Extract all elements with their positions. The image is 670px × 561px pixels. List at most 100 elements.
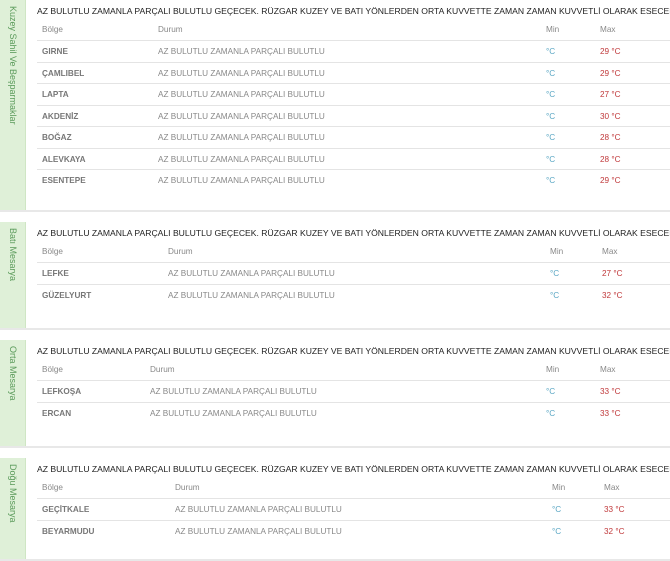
header-max: Max [600,25,616,34]
min-temp: °C [546,154,556,164]
min-temp: °C [546,90,556,99]
status: AZ BULUTLU ZAMANLA PARÇALI BULUTLU [168,290,335,300]
table-header: Bölge Durum Min Max [37,19,670,40]
region-name: ERCAN [42,408,72,418]
header-min: Min [546,25,560,34]
min-temp: °C [550,290,560,300]
region-name: LEFKE [42,269,69,278]
status: AZ BULUTLU ZAMANLA PARÇALI BULUTLU [168,269,335,278]
region-name: ESENTEPE [42,176,86,185]
max-temp: 32 °C [604,526,625,536]
status: AZ BULUTLU ZAMANLA PARÇALI BULUTLU [150,387,317,396]
table-row: GÜZELYURT AZ BULUTLU ZAMANLA PARÇALI BUL… [37,283,670,306]
region-section: Orta Mesarya AZ BULUTLU ZAMANLA PARÇALI … [0,340,670,448]
min-temp: °C [546,408,556,418]
section-description: AZ BULUTLU ZAMANLA PARÇALI BULUTLU GEÇEC… [37,6,670,16]
min-temp: °C [546,111,556,121]
header-min: Min [546,365,560,374]
min-temp: °C [546,133,556,142]
header-max: Max [600,365,616,374]
max-temp: 29 °C [600,47,621,56]
status: AZ BULUTLU ZAMANLA PARÇALI BULUTLU [158,111,325,121]
status: AZ BULUTLU ZAMANLA PARÇALI BULUTLU [158,90,325,99]
header-status: Durum [158,25,183,34]
status: AZ BULUTLU ZAMANLA PARÇALI BULUTLU [158,68,325,78]
header-region: Bölge [42,483,63,492]
max-temp: 33 °C [600,387,621,396]
header-status: Durum [175,483,200,492]
table-header: Bölge Durum Min Max [37,477,670,498]
max-temp: 27 °C [600,90,621,99]
min-temp: °C [546,176,556,185]
min-temp: °C [546,68,556,78]
min-temp: °C [550,269,560,278]
header-status: Durum [168,247,193,256]
section-sidebar: Kuzey Sahil Ve Beşparmaklar [0,0,26,210]
section-title: Kuzey Sahil Ve Beşparmaklar [7,6,18,125]
section-description: AZ BULUTLU ZAMANLA PARÇALI BULUTLU GEÇEC… [37,346,670,356]
table-row: ESENTEPE AZ BULUTLU ZAMANLA PARÇALI BULU… [37,169,670,191]
table-header: Bölge Durum Min Max [37,359,670,380]
table-row: LAPTA AZ BULUTLU ZAMANLA PARÇALI BULUTLU… [37,83,670,105]
region-name: AKDENİZ [42,111,79,121]
table-row: ERCAN AZ BULUTLU ZAMANLA PARÇALI BULUTLU… [37,401,670,424]
max-temp: 29 °C [600,176,621,185]
table-row: ALEVKAYA AZ BULUTLU ZAMANLA PARÇALI BULU… [37,147,670,170]
header-region: Bölge [42,365,63,374]
table-row: BOĞAZ AZ BULUTLU ZAMANLA PARÇALI BULUTLU… [37,126,670,148]
status: AZ BULUTLU ZAMANLA PARÇALI BULUTLU [158,47,325,56]
min-temp: °C [552,526,562,536]
table-row: LEFKOŞA AZ BULUTLU ZAMANLA PARÇALI BULUT… [37,380,670,402]
max-temp: 29 °C [600,68,621,78]
header-max: Max [604,483,620,492]
status: AZ BULUTLU ZAMANLA PARÇALI BULUTLU [175,505,342,514]
status: AZ BULUTLU ZAMANLA PARÇALI BULUTLU [158,154,325,164]
region-section: Kuzey Sahil Ve Beşparmaklar AZ BULUTLU Z… [0,0,670,212]
min-temp: °C [546,47,556,56]
header-min: Min [550,247,564,256]
header-max: Max [602,247,618,256]
max-temp: 30 °C [600,111,621,121]
region-name: GEÇİTKALE [42,505,90,514]
region-name: ÇAMLIBEL [42,68,85,78]
region-name: LEFKOŞA [42,387,82,396]
region-name: ALEVKAYA [42,154,86,164]
table-row: GIRNE AZ BULUTLU ZAMANLA PARÇALI BULUTLU… [37,40,670,62]
region-name: GÜZELYURT [42,290,92,300]
header-region: Bölge [42,25,63,34]
max-temp: 33 °C [604,505,625,514]
header-min: Min [552,483,566,492]
table-header: Bölge Durum Min Max [37,241,670,262]
section-sidebar: Doğu Mesarya [0,458,26,559]
status: AZ BULUTLU ZAMANLA PARÇALI BULUTLU [158,133,325,142]
table-row: ÇAMLIBEL AZ BULUTLU ZAMANLA PARÇALI BULU… [37,61,670,84]
region-section: Batı Mesarya AZ BULUTLU ZAMANLA PARÇALI … [0,222,670,330]
table-row: LEFKE AZ BULUTLU ZAMANLA PARÇALI BULUTLU… [37,262,670,284]
status: AZ BULUTLU ZAMANLA PARÇALI BULUTLU [158,176,325,185]
section-title: Orta Mesarya [7,346,18,401]
table-row: GEÇİTKALE AZ BULUTLU ZAMANLA PARÇALI BUL… [37,498,670,520]
region-name: BEYARMUDU [42,526,95,536]
region-name: BOĞAZ [42,133,72,142]
section-description: AZ BULUTLU ZAMANLA PARÇALI BULUTLU GEÇEC… [37,228,670,238]
section-title: Doğu Mesarya [7,464,18,523]
section-sidebar: Orta Mesarya [0,340,26,446]
max-temp: 28 °C [600,133,621,142]
header-status: Durum [150,365,175,374]
max-temp: 32 °C [602,290,623,300]
table-row: AKDENİZ AZ BULUTLU ZAMANLA PARÇALI BULUT… [37,104,670,127]
status: AZ BULUTLU ZAMANLA PARÇALI BULUTLU [150,408,317,418]
region-name: GIRNE [42,47,68,56]
section-description: AZ BULUTLU ZAMANLA PARÇALI BULUTLU GEÇEC… [37,464,670,474]
section-sidebar: Batı Mesarya [0,222,26,328]
min-temp: °C [552,505,562,514]
region-name: LAPTA [42,90,69,99]
status: AZ BULUTLU ZAMANLA PARÇALI BULUTLU [175,526,342,536]
header-region: Bölge [42,247,63,256]
region-section: Doğu Mesarya AZ BULUTLU ZAMANLA PARÇALI … [0,458,670,561]
section-title: Batı Mesarya [7,228,18,282]
min-temp: °C [546,387,556,396]
max-temp: 27 °C [602,269,623,278]
max-temp: 28 °C [600,154,621,164]
max-temp: 33 °C [600,408,621,418]
